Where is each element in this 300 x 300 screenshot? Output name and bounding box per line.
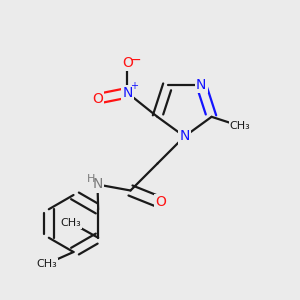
Text: +: + <box>130 81 138 91</box>
Text: CH₃: CH₃ <box>61 218 82 228</box>
Text: N: N <box>196 78 206 92</box>
Text: CH₃: CH₃ <box>36 259 57 269</box>
Text: N: N <box>179 130 190 143</box>
Text: O: O <box>92 92 103 106</box>
Text: O: O <box>155 196 166 209</box>
Text: O: O <box>122 56 133 70</box>
Text: −: − <box>130 53 142 67</box>
Text: CH₃: CH₃ <box>230 121 250 131</box>
Text: H: H <box>87 174 95 184</box>
Text: N: N <box>122 86 133 100</box>
Text: N: N <box>92 178 103 191</box>
